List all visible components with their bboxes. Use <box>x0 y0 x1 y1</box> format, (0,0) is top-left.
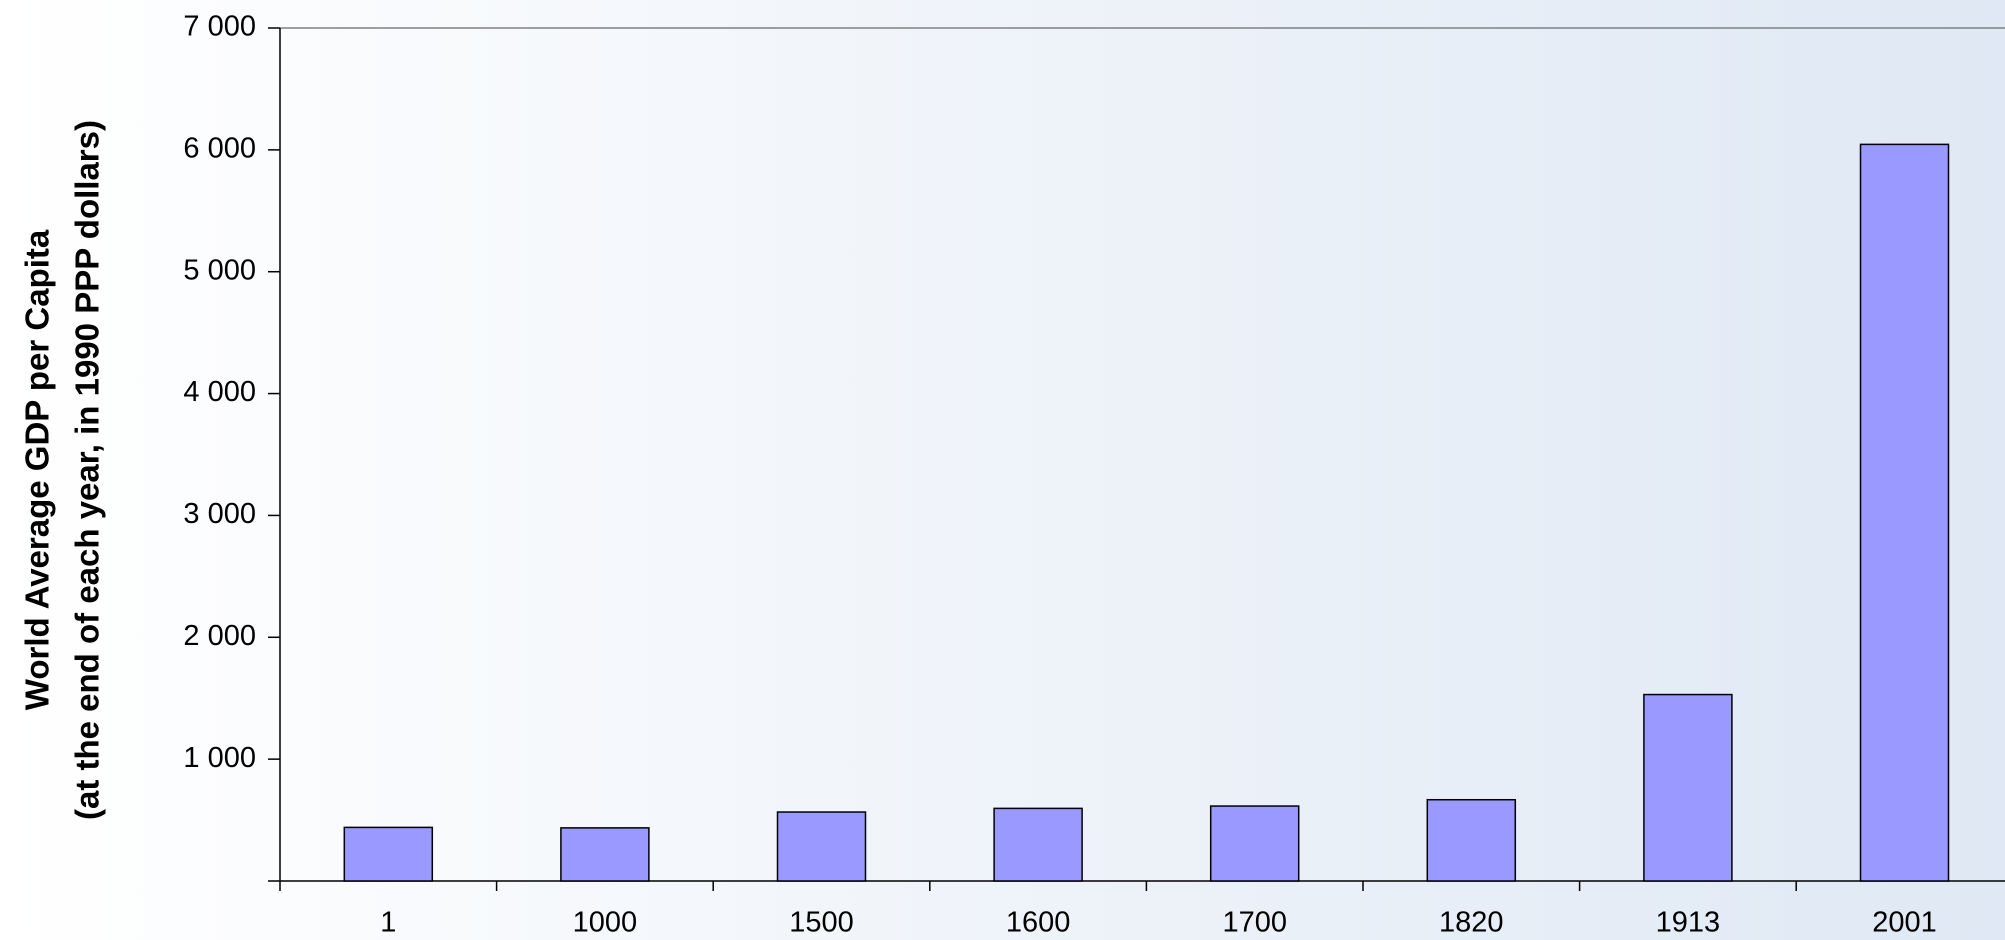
x-tick-label: 1820 <box>1439 907 1504 939</box>
x-tick-label: 1000 <box>573 907 638 939</box>
x-tick-label: 1700 <box>1222 907 1287 939</box>
y-tick-label: 7 000 <box>183 11 256 43</box>
y-axis-title: World Average GDP per Capita (at the end… <box>19 120 106 820</box>
y-tick-label: 5 000 <box>183 254 256 286</box>
bar <box>1859 143 1950 882</box>
bar <box>1643 693 1733 882</box>
y-tick-label: 4 000 <box>183 376 256 408</box>
x-tick-label: 1600 <box>1006 907 1071 939</box>
y-tick-label: 2 000 <box>183 620 256 652</box>
y-axis-title-line: World Average GDP per Capita <box>19 229 56 710</box>
y-tick-label: 3 000 <box>183 498 256 530</box>
x-tick-label: 1500 <box>789 907 854 939</box>
y-axis-title-line: (at the end of each year, in 1990 PPP do… <box>69 120 106 820</box>
bar <box>1209 805 1300 882</box>
bar <box>1426 798 1517 882</box>
x-tick-label: 2001 <box>1872 907 1937 939</box>
y-tick-label: 1 000 <box>183 742 256 774</box>
bar <box>560 827 650 882</box>
x-tick-label: 1 <box>380 907 396 939</box>
bar <box>343 826 434 882</box>
x-tick-label: 1913 <box>1656 907 1721 939</box>
y-tick-label: 6 000 <box>183 133 256 165</box>
bar <box>993 807 1083 882</box>
bar <box>776 811 867 882</box>
